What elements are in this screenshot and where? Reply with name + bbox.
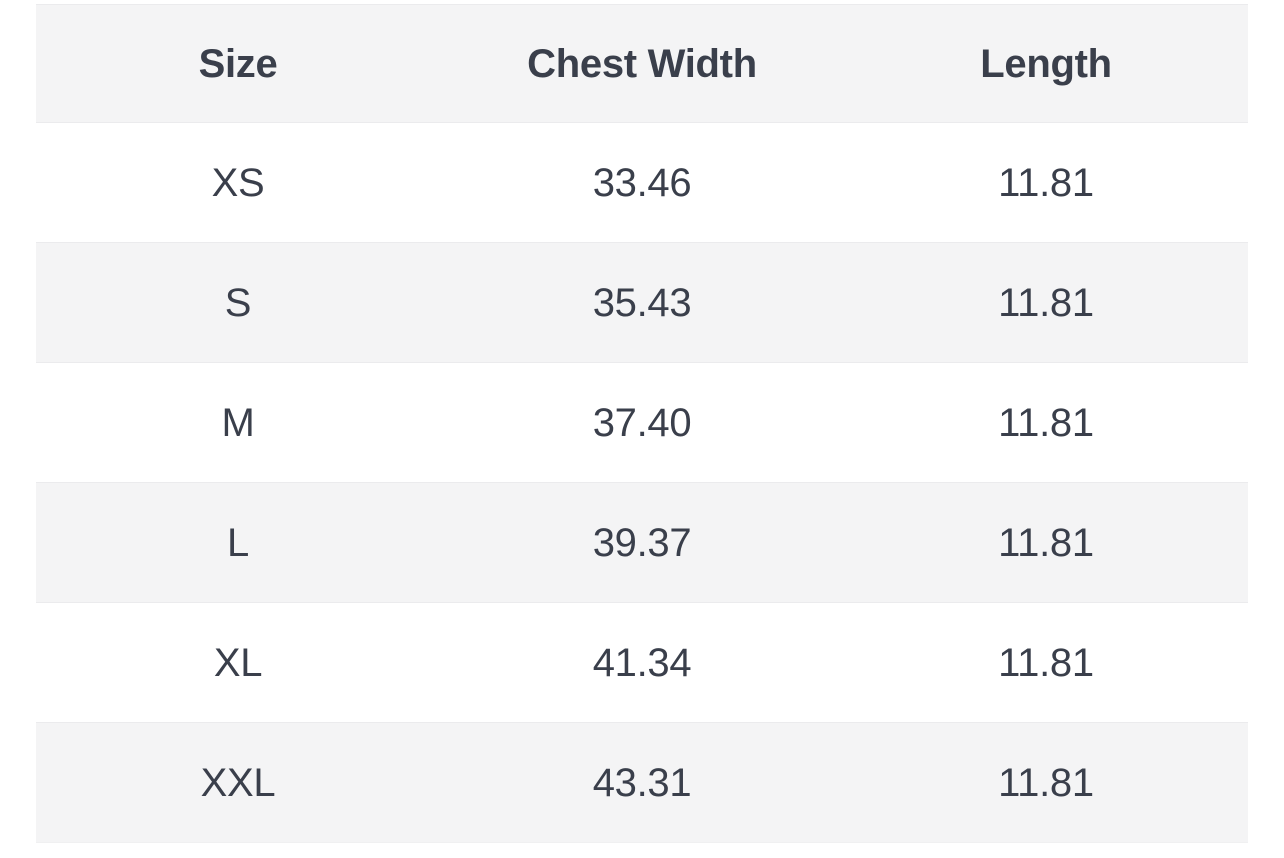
cell-size: XL <box>213 640 263 685</box>
cell-size: XS <box>211 160 265 205</box>
column-header-length: Length <box>980 41 1112 86</box>
cell-chest-width: 37.40 <box>592 400 692 445</box>
cell-chest-width: 39.37 <box>592 520 692 565</box>
cell-chest-width: 35.43 <box>592 280 692 325</box>
table-row-s: S 35.43 11.81 <box>36 242 1248 362</box>
cell-size: XXL <box>200 760 276 805</box>
size-chart-table: Size Chest Width Length XS 33.46 11.81 S… <box>36 4 1248 843</box>
cell-chest-width: 41.34 <box>592 640 692 685</box>
column-header-size: Size <box>198 41 278 86</box>
cell-length: 11.81 <box>998 640 1094 685</box>
table-row-xs: XS 33.46 11.81 <box>36 122 1248 242</box>
cell-size: M <box>221 400 255 445</box>
cell-size: L <box>227 520 249 565</box>
cell-length: 11.81 <box>998 400 1094 445</box>
table-row-xxl: XXL 43.31 11.81 <box>36 722 1248 842</box>
cell-length: 11.81 <box>998 760 1094 805</box>
column-header-chest-width: Chest Width <box>527 41 757 86</box>
table-row-m: M 37.40 11.81 <box>36 362 1248 482</box>
cell-chest-width: 33.46 <box>592 160 692 205</box>
table-row-xl: XL 41.34 11.81 <box>36 602 1248 722</box>
cell-length: 11.81 <box>998 160 1094 205</box>
table-header-row: Size Chest Width Length <box>36 4 1248 122</box>
table-row-l: L 39.37 11.81 <box>36 482 1248 602</box>
cell-size: S <box>224 280 252 325</box>
cell-length: 11.81 <box>998 280 1094 325</box>
cell-chest-width: 43.31 <box>592 760 692 805</box>
cell-length: 11.81 <box>998 520 1094 565</box>
